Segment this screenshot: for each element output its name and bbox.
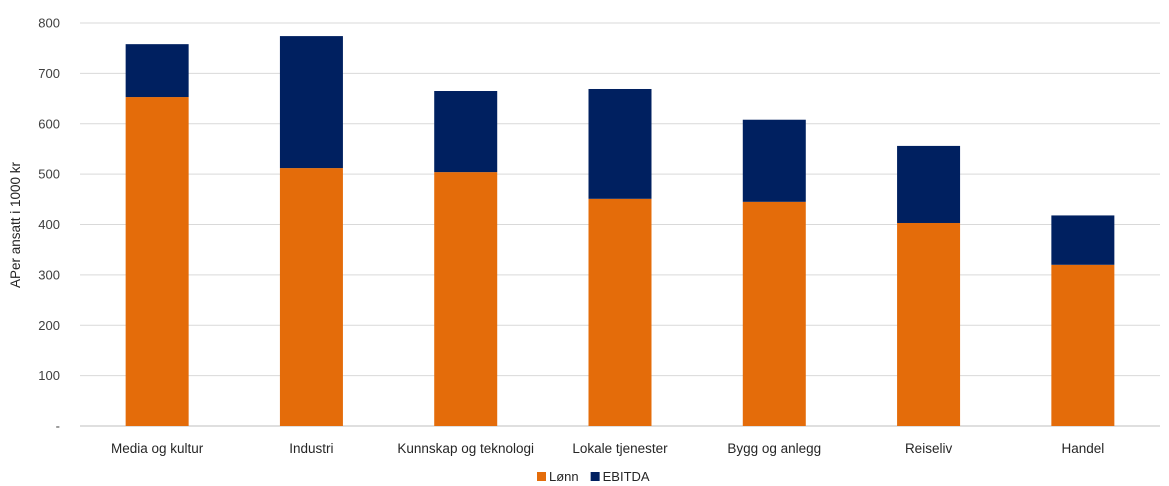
x-category-label: Media og kultur [111,441,204,456]
bar-lonn [897,222,961,426]
bar-lonn [279,168,343,426]
y-tick-label: - [56,419,60,434]
x-category-label: Kunnskap og teknologi [397,441,534,456]
bar-ebitda [279,36,343,169]
x-category-label: Handel [1061,441,1104,456]
bar-ebitda [588,88,652,199]
legend: Lønn EBITDA [537,469,650,484]
x-category-label: Industri [289,441,333,456]
y-tick-label: 800 [38,16,60,31]
legend-label: Lønn [549,469,579,484]
legend-swatch [537,472,546,481]
x-category-label: Bygg og anlegg [727,441,821,456]
legend-swatch [590,472,600,481]
legend-label: EBITDA [603,469,650,484]
x-category-label: Reiseliv [905,441,953,456]
y-tick-label: 100 [38,368,60,383]
bar-ebitda [742,119,806,202]
y-tick-label: 700 [38,66,60,81]
bar-lonn [1051,264,1115,426]
bar-lonn [434,172,498,426]
bar-ebitda [434,91,498,173]
y-tick-label: 300 [38,267,60,282]
x-axis-categories: Media og kultur Industri Kunnskap og tekno… [111,441,1104,456]
bar-lonn [742,201,806,426]
bar-ebitda [1051,215,1115,265]
y-tick-label: 400 [38,217,60,232]
y-tick-label: 200 [38,318,60,333]
y-tick-label: 600 [38,116,60,131]
y-axis-title: APer ansatt i 1000 kr [8,161,23,288]
x-category-label: Lokale tjenester [572,441,668,456]
bar-lonn [588,198,652,426]
bars [125,36,1115,427]
y-axis-ticks: - 100 200 300 400 500 600 700 800 [38,16,60,434]
bar-ebitda [125,44,189,98]
bar-lonn [125,97,189,427]
bar-ebitda [897,145,961,223]
y-tick-label: 500 [38,167,60,182]
